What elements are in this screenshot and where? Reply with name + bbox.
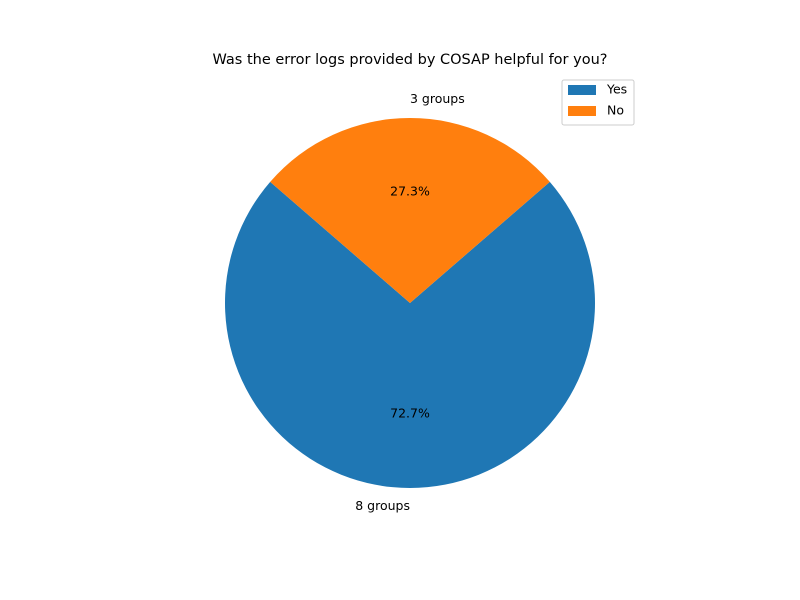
pie-slices: [225, 118, 596, 489]
pie-labels: 8 groups 72.7% 3 groups 27.3%: [355, 91, 465, 513]
legend: Yes No: [561, 79, 635, 126]
percent-label-yes: 72.7%: [390, 406, 430, 421]
slice-label-no: 3 groups: [410, 91, 465, 106]
legend-label-yes: Yes: [606, 82, 627, 97]
slice-label-yes: 8 groups: [355, 498, 410, 513]
legend-swatch-no: [568, 106, 596, 116]
percent-label-no: 27.3%: [390, 184, 430, 199]
pie-slice-no: [270, 118, 550, 304]
legend-swatch-yes: [568, 85, 596, 95]
chart-title: Was the error logs provided by COSAP hel…: [213, 52, 608, 68]
legend-label-no: No: [607, 103, 624, 118]
pie-slice-yes: [225, 181, 596, 489]
